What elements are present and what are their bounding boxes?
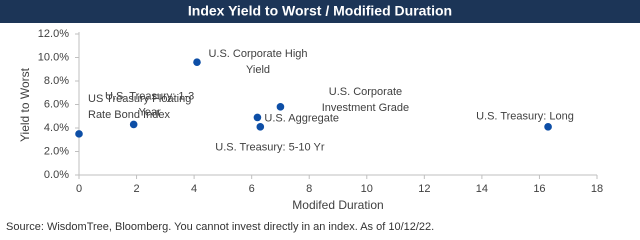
title-bar	[0, 0, 640, 23]
x-tick-label: 18	[591, 183, 603, 195]
point-label: U.S. Aggregate	[264, 112, 339, 124]
data-point	[276, 103, 285, 111]
y-tick-label: 2.0%	[44, 145, 69, 157]
point-label: U.S. Treasury: 5-10 Yr	[215, 142, 325, 154]
point-label: Investment Grade	[322, 102, 409, 114]
x-tick-label: 16	[533, 183, 545, 195]
chart-title: Index Yield to Worst / Modified Duration	[188, 3, 452, 19]
data-point	[253, 113, 262, 122]
data-point	[129, 120, 138, 129]
x-tick-label: 12	[418, 183, 430, 195]
data-point	[544, 123, 552, 131]
point-label: U.S. Corporate High	[208, 48, 307, 60]
y-tick-label: 10.0%	[38, 51, 69, 63]
point-label: U.S. Treasury: 1-3	[105, 90, 194, 102]
data-point	[75, 130, 83, 138]
x-tick-label: 0	[76, 183, 82, 195]
point-label: US Treasury Floating	[88, 93, 191, 105]
source-note: Source: WisdomTree, Bloomberg. You canno…	[6, 221, 434, 233]
x-tick-label: 10	[361, 183, 373, 195]
y-tick-label: 12.0%	[38, 28, 69, 40]
point-label: Rate Bond Index	[88, 109, 170, 121]
x-tick-label: 4	[191, 183, 197, 195]
point-label: U.S. Corporate	[329, 86, 402, 98]
y-axis-title: Yield to Worst	[18, 67, 32, 142]
x-tick-label: 8	[306, 183, 312, 195]
data-point	[256, 123, 265, 131]
x-tick-label: 6	[249, 183, 255, 195]
y-tick-label: 4.0%	[44, 122, 69, 134]
y-tick-label: 0.0%	[44, 169, 69, 181]
chart: Index Yield to Worst / Modified Duration…	[0, 0, 640, 233]
point-label: Yield	[246, 64, 270, 76]
x-axis-title: Modifed Duration	[292, 198, 383, 212]
x-tick-label: 2	[133, 183, 139, 195]
x-tick-label: 14	[476, 183, 488, 195]
point-label: U.S. Treasury: Long	[476, 111, 574, 123]
y-tick-label: 8.0%	[44, 75, 69, 87]
point-label: Year	[139, 106, 162, 118]
y-tick-label: 6.0%	[44, 98, 69, 110]
data-point	[193, 58, 201, 66]
